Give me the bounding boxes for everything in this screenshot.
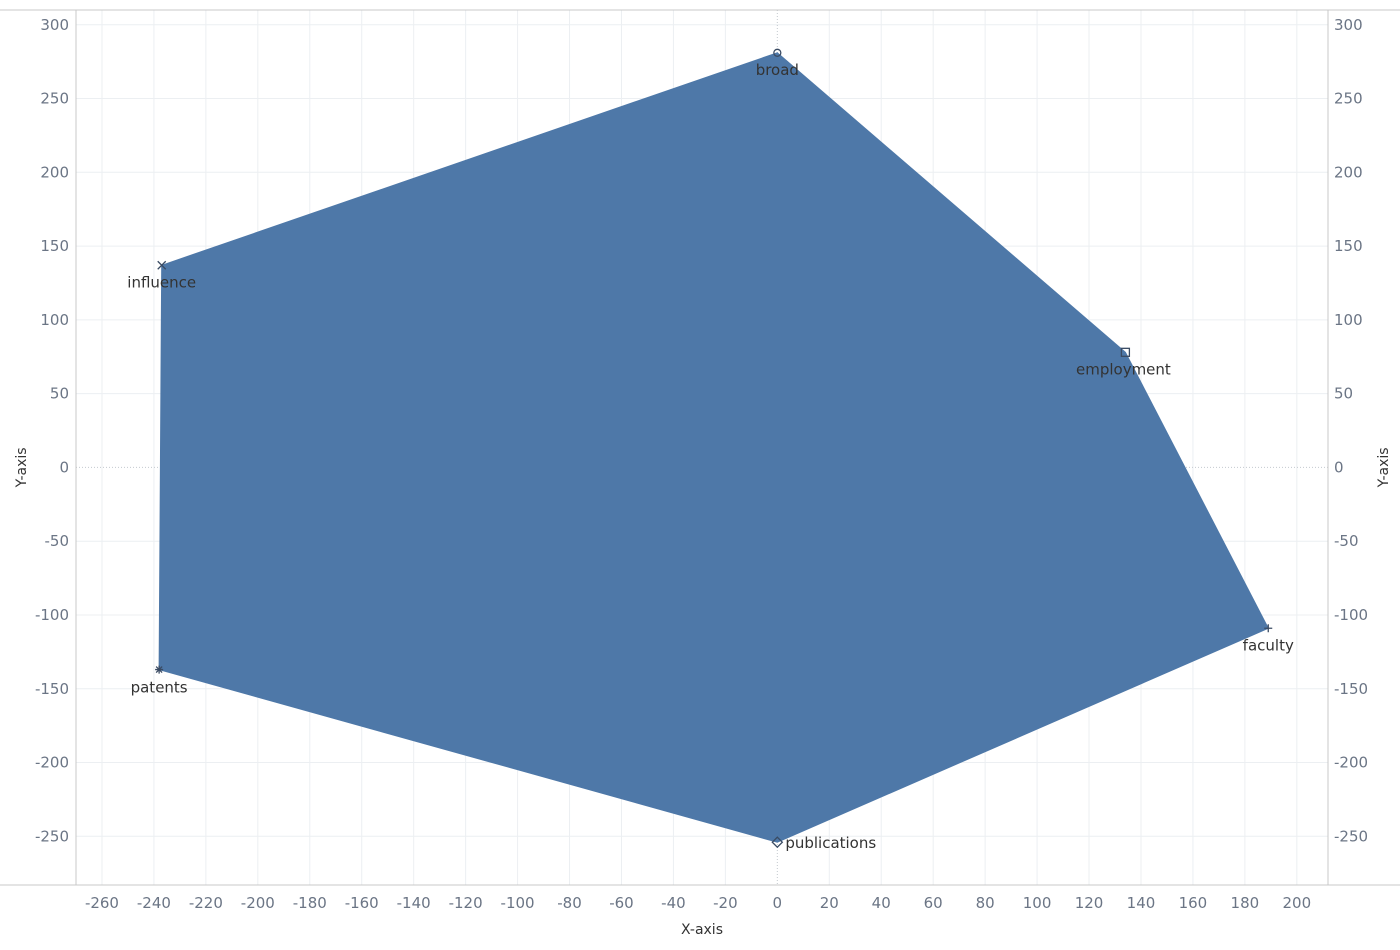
point-label-publications: publications [785, 834, 876, 852]
point-marker-broad [773, 48, 782, 57]
y2-tick-label: 150 [1334, 237, 1363, 255]
y-tick-label: 100 [40, 311, 69, 329]
x-tick-label: -100 [501, 894, 535, 912]
x-tick-label: -220 [189, 894, 223, 912]
point-marker-publications [771, 836, 784, 849]
x-tick-label: 100 [1023, 894, 1052, 912]
y2-tick-label: -250 [1334, 827, 1368, 845]
y2-axis-title: Y-axis [1376, 447, 1392, 488]
y-tick-label: 50 [50, 385, 69, 403]
x-tick-label: 120 [1075, 894, 1104, 912]
y-tick-label: -50 [45, 532, 70, 550]
area-polygon [158, 52, 1269, 843]
y-tick-label: 200 [40, 163, 69, 181]
point-label-faculty: faculty [1243, 636, 1294, 654]
x-tick-label: 60 [924, 894, 943, 912]
y2-axis-ticks: 300 250 200 150 100 50 0 -50 -100 -150 -200 -250 [1334, 16, 1368, 846]
x-tick-label: -200 [241, 894, 275, 912]
y2-tick-label: -100 [1334, 606, 1368, 624]
point-label-patents: patents [131, 679, 188, 697]
y-axis-title: Y-axis [14, 447, 30, 488]
point-markers [155, 48, 1273, 849]
x-tick-label: -20 [713, 894, 738, 912]
y-tick-label: -250 [35, 827, 69, 845]
x-axis-title: X-axis [681, 922, 723, 938]
x-tick-label: -180 [293, 894, 327, 912]
y-tick-label: 250 [40, 90, 69, 108]
y-tick-label: -150 [35, 680, 69, 698]
point-marker-employment [1120, 347, 1131, 357]
x-tick-label: -120 [449, 894, 483, 912]
x-tick-label: 140 [1127, 894, 1156, 912]
x-tick-label: 40 [872, 894, 891, 912]
y2-tick-label: -150 [1334, 680, 1368, 698]
y2-tick-label: -200 [1334, 754, 1368, 772]
y2-tick-label: 300 [1334, 16, 1363, 34]
x-tick-label: 0 [773, 894, 783, 912]
x-tick-label: 160 [1179, 894, 1208, 912]
point-label-broad: broad [756, 61, 799, 79]
y-axis-ticks: 300 250 200 150 100 50 0 -50 -100 -150 -200 -250 [35, 16, 69, 846]
point-label-employment: employment [1076, 360, 1171, 378]
x-tick-label: 180 [1231, 894, 1260, 912]
area-layer [158, 52, 1269, 843]
y2-tick-label: -50 [1334, 532, 1359, 550]
plot-frame [0, 9, 1400, 886]
x-tick-label: -40 [661, 894, 686, 912]
y-tick-label: -100 [35, 606, 69, 624]
x-tick-label: -80 [557, 894, 582, 912]
y-tick-label: 150 [40, 237, 69, 255]
y2-tick-label: 100 [1334, 311, 1363, 329]
x-tick-label: -60 [609, 894, 634, 912]
y-tick-label: 300 [40, 16, 69, 34]
y2-tick-label: 0 [1334, 458, 1344, 476]
x-tick-label: -260 [85, 894, 119, 912]
y2-tick-label: 250 [1334, 90, 1363, 108]
point-label-influence: influence [127, 273, 196, 291]
x-tick-label: 80 [976, 894, 995, 912]
x-tick-label: -140 [397, 894, 431, 912]
point-marker-faculty [1264, 624, 1273, 633]
point-marker-patents [155, 665, 164, 674]
point-labels: broad employment faculty publications patent… [127, 61, 1294, 852]
y2-tick-label: 200 [1334, 163, 1363, 181]
x-tick-label: 200 [1283, 894, 1312, 912]
x-tick-label: -240 [137, 894, 171, 912]
y-tick-label: -200 [35, 754, 69, 772]
y-tick-label: 0 [59, 458, 69, 476]
x-tick-label: -160 [345, 894, 379, 912]
point-marker-influence [157, 260, 167, 270]
y2-tick-label: 50 [1334, 385, 1353, 403]
x-axis-ticks: -260 -240 -220 -200 -180 -160 -140 -120 -100 -80-… [85, 894, 1311, 912]
x-tick-label: 20 [820, 894, 839, 912]
